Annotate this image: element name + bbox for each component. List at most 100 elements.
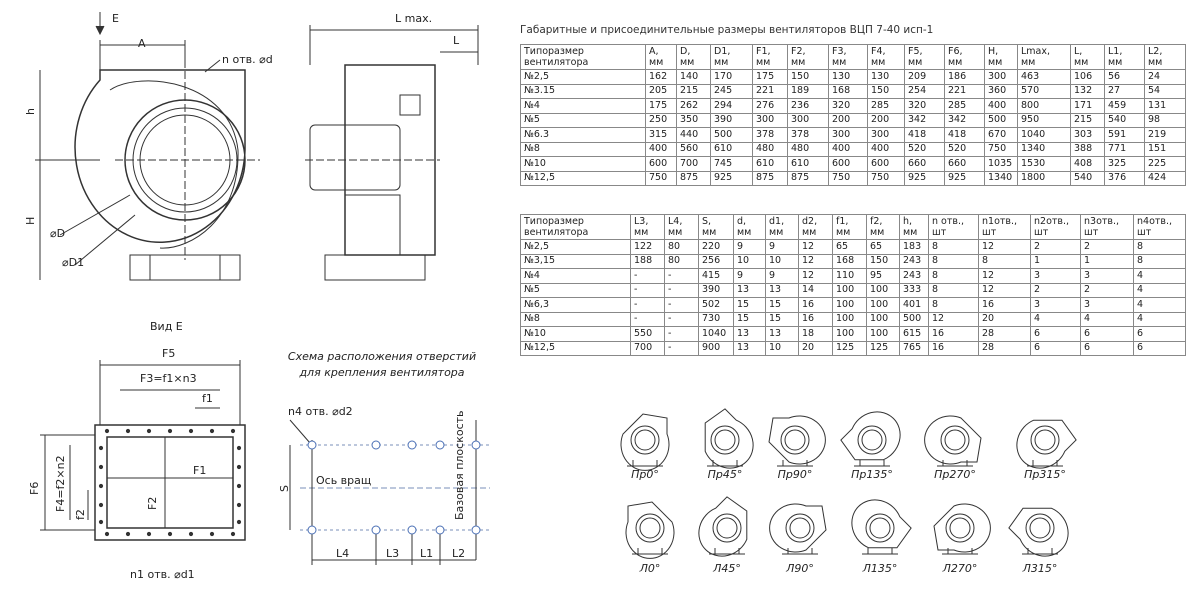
front-view (35, 12, 260, 281)
header-text: мм (737, 227, 752, 238)
cell: 6 (1080, 340, 1134, 356)
header-text: мм (680, 57, 695, 68)
cell: 408 (1070, 156, 1105, 172)
caption: Пр0° (631, 468, 659, 481)
hole (98, 464, 104, 470)
caption: Пр315° (1024, 468, 1066, 481)
scheme-title: Схема расположения отверстий (288, 350, 476, 363)
header-text: мм (903, 227, 918, 238)
header-text: мм (756, 57, 771, 68)
cell: 875 (752, 170, 788, 186)
hole (98, 445, 104, 451)
header-text: F6, (948, 46, 963, 57)
header-text: мм (702, 227, 717, 238)
header-text: мм (988, 57, 1003, 68)
label: F1 (193, 464, 206, 477)
label: L max. (395, 12, 432, 25)
table-connections: Типоразмер вентилятора L3, мм L4, мм S, мм d, мм d… (520, 214, 1186, 356)
fan-icon (620, 413, 670, 471)
cell: 2 (1080, 239, 1134, 255)
cell: 4 (1133, 297, 1186, 313)
outline (74, 214, 136, 266)
header-text: n2отв., (1034, 216, 1070, 227)
header-cell: L2, мм (1144, 44, 1186, 70)
label: f2 (74, 509, 87, 520)
hole (167, 428, 173, 434)
cell: 400 (828, 141, 868, 157)
cell: 610 (787, 156, 829, 172)
caption: Л270° (942, 562, 978, 575)
header-text: мм (634, 227, 649, 238)
flange (40, 360, 246, 541)
header-text: мм (870, 227, 885, 238)
fan-icon (1008, 507, 1069, 557)
header-cell: F2, мм (787, 44, 829, 70)
label: n отв. ⌀d (222, 53, 273, 66)
inlet (944, 429, 966, 451)
cell: 378 (787, 127, 829, 143)
cell: 1800 (1017, 170, 1071, 186)
header-text: мм (1021, 57, 1036, 68)
label: L (453, 34, 460, 47)
header-text: шт (932, 227, 947, 238)
header-text: мм (948, 57, 963, 68)
hole-scheme (289, 419, 490, 565)
header-text: вентилятора (524, 227, 589, 238)
outline (106, 436, 234, 529)
group (307, 440, 481, 535)
hole (188, 531, 194, 537)
header-text: шт (1084, 227, 1099, 238)
hole (435, 440, 445, 450)
inlet (714, 429, 736, 451)
inlet (1034, 429, 1056, 451)
fan-icon (1016, 419, 1077, 469)
cell: 1040 (1017, 127, 1071, 143)
header-text: L1, (1108, 46, 1123, 57)
label: H (24, 217, 37, 225)
header-text: мм (832, 57, 847, 68)
header-cell: h, мм (899, 214, 929, 240)
header-text: L2, (1148, 46, 1163, 57)
caption: Л90° (785, 562, 814, 575)
cell: 325 (1104, 156, 1145, 172)
header-text: мм (791, 57, 806, 68)
fan-icon (704, 408, 754, 469)
cell: 440 (676, 127, 711, 143)
header-text: D, (680, 46, 691, 57)
header-cell: D, мм (676, 44, 711, 70)
hole (471, 525, 481, 535)
header-text: n4отв., (1137, 216, 1173, 227)
header-cell: F6, мм (944, 44, 985, 70)
header-cell: Типоразмер вентилятора (520, 44, 646, 70)
hole (209, 428, 215, 434)
scheme-title: для крепления вентилятора (298, 366, 464, 379)
caption: Пр135° (851, 468, 893, 481)
label: L1 (420, 547, 433, 560)
cell: 1035 (984, 156, 1018, 172)
header-cell: D1, мм (710, 44, 753, 70)
fan-icon (625, 501, 675, 559)
outline (109, 80, 239, 249)
header-text: Типоразмер (524, 216, 584, 227)
view-title: Вид Е (150, 320, 183, 333)
label: F2 (146, 497, 159, 510)
hole (98, 502, 104, 508)
header-text: D1, (714, 46, 731, 57)
header-cell: Типоразмер вентилятора (520, 214, 631, 240)
header-text: f2, (870, 216, 883, 227)
cell: 300 (867, 127, 905, 143)
cell: 500 (710, 127, 753, 143)
header-cell: F4, мм (867, 44, 905, 70)
label: A (138, 37, 146, 50)
cell: 8 (1133, 239, 1186, 255)
header-text: n отв., (932, 216, 965, 227)
hole (146, 531, 152, 537)
hole (104, 428, 110, 434)
cell: №2,5 (520, 239, 631, 255)
cell: 131 (1144, 98, 1186, 114)
header-text: мм (714, 57, 729, 68)
hole (471, 440, 481, 450)
fan-icon (924, 415, 982, 467)
inlet (784, 429, 806, 451)
